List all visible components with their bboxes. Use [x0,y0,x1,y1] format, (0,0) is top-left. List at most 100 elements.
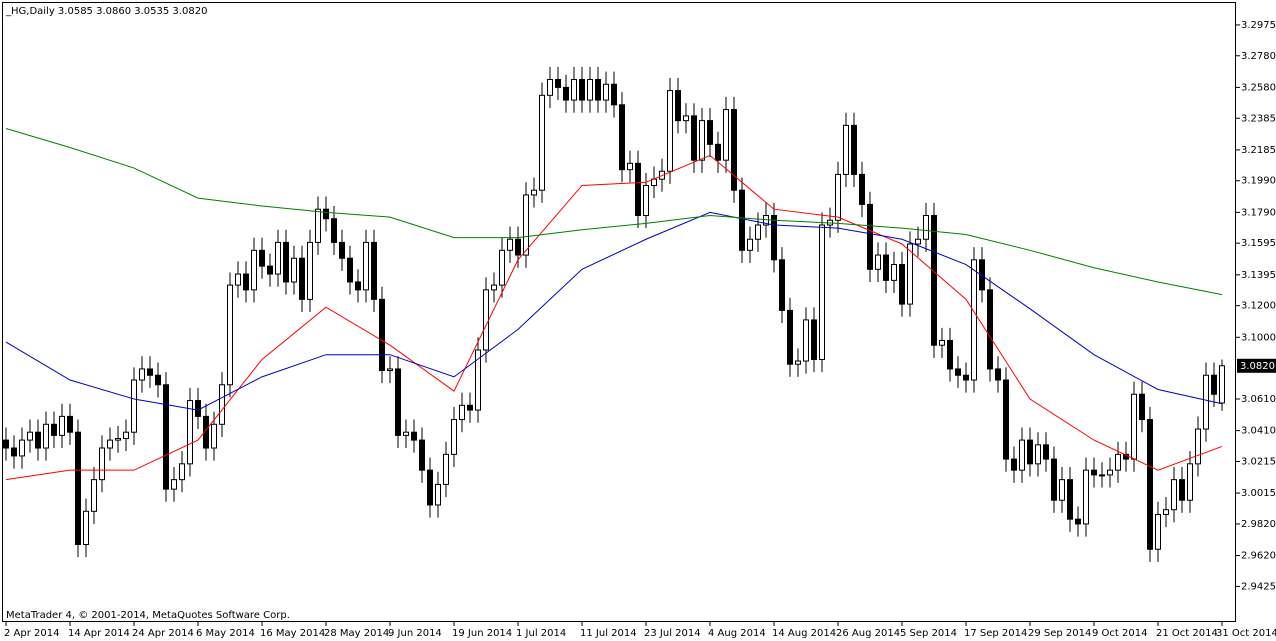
candle-body [875,254,881,270]
candle-body [139,368,145,381]
candle-body [435,483,441,506]
candle-body [1003,379,1009,460]
candle-body [619,104,625,171]
y-tick-label: 3.1000 [1241,332,1276,343]
candle-body [91,479,97,512]
y-tick-label: 3.0015 [1241,488,1276,499]
candle-body [683,115,689,122]
y-tick-label: 3.2185 [1241,145,1276,156]
candle-body [819,224,825,360]
candle-body [1155,513,1161,550]
candle-body [1051,458,1057,501]
y-tick-label: 3.0610 [1241,394,1276,405]
y-tick-label: 3.2385 [1241,113,1276,124]
candle-body [1075,518,1081,525]
candle-body [107,439,113,449]
x-tick-label: 4 Aug 2014 [708,628,766,639]
moving-average [5,128,1223,296]
candle-body [115,438,121,441]
candle-body [347,257,353,283]
candle-body [907,243,913,305]
candle-body [451,419,457,455]
candle-body [387,368,393,372]
candle-body [467,404,473,411]
candle-body [915,238,921,245]
plot-area [3,66,1225,562]
candle-body [523,194,529,256]
candle-body [939,339,945,346]
candle-body [947,339,953,370]
candle-body [555,79,561,88]
candle-body [699,120,705,161]
x-tick-label: 1 Jul 2014 [516,628,566,639]
candle-body [243,273,249,291]
candle-body [419,439,425,471]
candle-body [235,273,241,286]
candle-body [267,265,273,275]
x-tick-label: 29 Sep 2014 [1028,628,1091,639]
moving-average [5,154,1223,481]
candle-body [371,241,377,300]
candle-body [643,184,649,217]
candle-body [3,439,9,449]
candle-body [1059,479,1065,501]
candle-body [1107,469,1113,476]
candle-body [899,264,905,305]
candle-body [539,94,545,191]
candle-body [275,241,281,275]
candle-body [123,431,129,440]
candle-body [707,120,713,145]
last-price-label: 3.0820 [1240,361,1275,372]
candle-body [739,189,745,251]
candle-body [1171,479,1177,511]
candle-body [1131,393,1137,460]
x-tick-label: 14 Apr 2014 [68,628,130,639]
candle-body [603,83,609,101]
candle-body [723,109,729,161]
y-tick-label: 3.2780 [1241,51,1276,62]
candle-body [179,463,185,481]
x-tick-label: 9 Oct 2014 [1092,628,1147,639]
candle-body [171,479,177,490]
candle-body [843,124,849,175]
y-tick-label: 3.2580 [1241,82,1276,93]
x-tick-label: 14 Aug 2014 [772,628,836,639]
candle-body [51,423,57,436]
candle-body [355,281,361,291]
candle-body [691,115,697,161]
candle-body [891,264,897,281]
candle-body [835,173,841,221]
y-tick-label: 2.9425 [1241,581,1276,592]
y-tick-label: 3.1595 [1241,238,1276,249]
candle-body [963,374,969,381]
x-tick-label: 17 Sep 2014 [964,628,1027,639]
candle-body [11,447,17,457]
y-tick-label: 3.1990 [1241,176,1276,187]
candle-body [1139,393,1145,421]
candle-body [755,224,761,240]
candle-body [323,208,329,220]
candle-body [1083,469,1089,525]
candle-body [163,384,169,490]
candle-body [379,298,385,372]
x-tick-label: 23 Jul 2014 [644,628,701,639]
candle-body [59,415,65,436]
candle-body [635,162,641,217]
candle-body [675,90,681,122]
candle-body [715,143,721,161]
candle-body [971,259,977,381]
y-tick-label: 3.2975 [1241,20,1276,31]
candle-body [411,431,417,441]
candle-body [883,254,889,281]
candle-body [1179,479,1185,501]
candle-body [1091,469,1097,476]
y-tick-label: 2.9620 [1241,551,1276,562]
candle-body [627,162,633,171]
candle-body [851,124,857,175]
candle-body [147,368,153,376]
candle-body [1203,374,1209,430]
candle-body [803,319,809,362]
candle-body [211,423,217,449]
y-tick-label: 3.1790 [1241,207,1276,218]
